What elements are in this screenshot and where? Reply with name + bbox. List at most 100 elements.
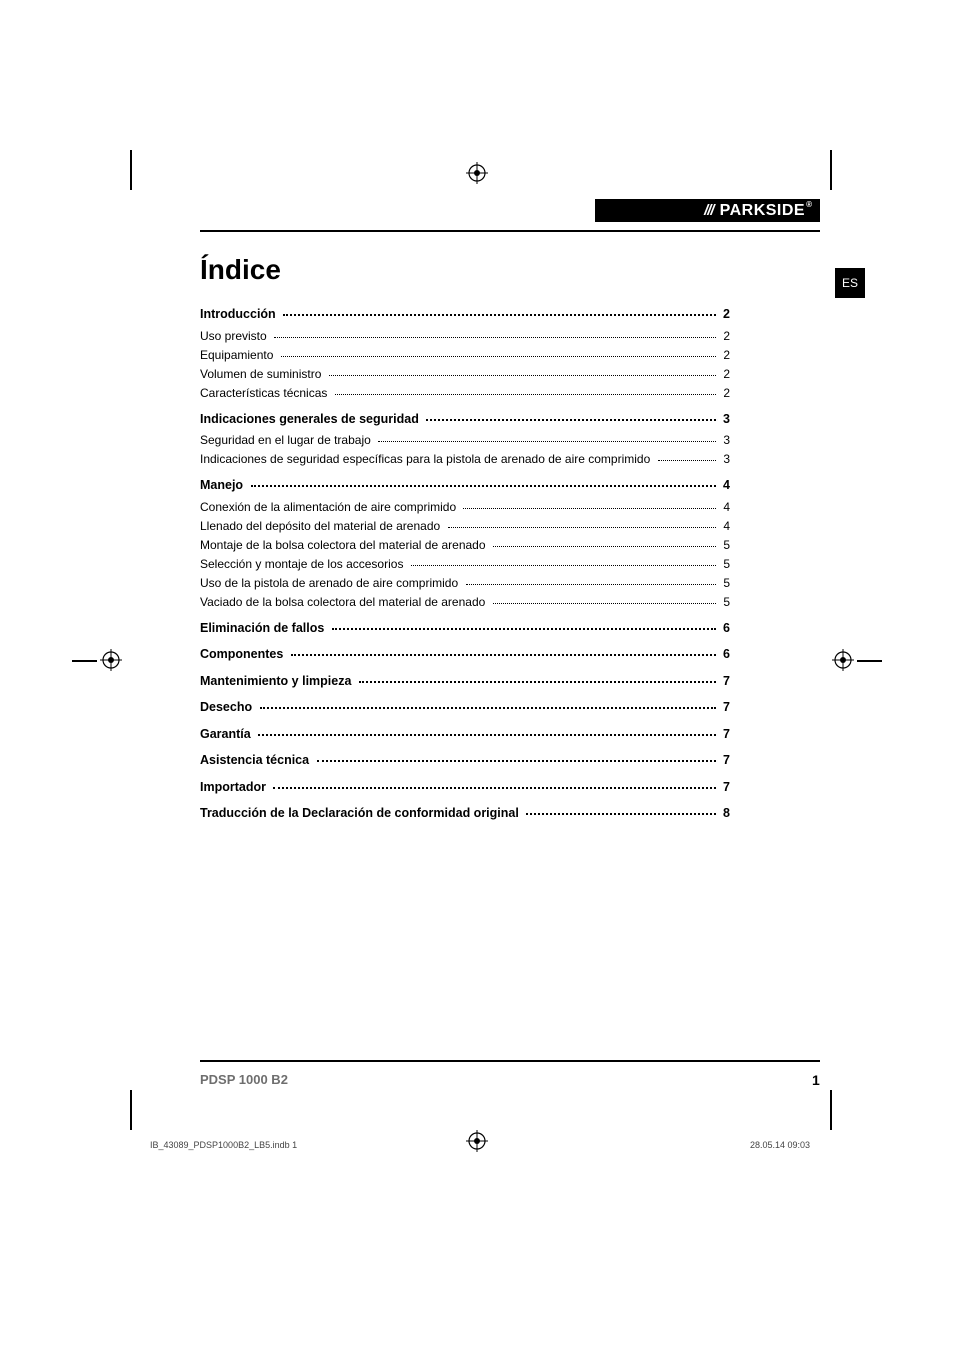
toc-leader <box>273 787 715 789</box>
toc-section-label: Manejo <box>200 479 243 492</box>
footer-page-number: 1 <box>812 1072 820 1088</box>
toc-section-head: Introducción 2 <box>200 308 730 321</box>
toc-section-head: Importador 7 <box>200 781 730 794</box>
toc-leader <box>426 419 715 421</box>
toc-item-label: Equipamiento <box>200 349 273 361</box>
toc-item-label: Selección y montaje de los accesorios <box>200 558 403 570</box>
toc-group: Traducción de la Declaración de conformi… <box>200 807 730 820</box>
toc-leader <box>378 441 716 442</box>
toc-section-head: Desecho 7 <box>200 701 730 714</box>
toc-leader <box>283 314 715 316</box>
toc-item-page: 4 <box>723 520 730 532</box>
toc-leader <box>463 508 715 509</box>
toc-group: Desecho 7 <box>200 701 730 714</box>
crop-mark <box>72 660 97 662</box>
imprint-filename: IB_43089_PDSP1000B2_LB5.indb 1 <box>150 1140 297 1150</box>
toc-item-label: Conexión de la alimentación de aire comp… <box>200 501 456 513</box>
toc-group: Indicaciones generales de seguridad 3 Seg… <box>200 413 730 466</box>
imprint-timestamp: 28.05.14 09:03 <box>750 1140 810 1150</box>
toc-group: Introducción 2Uso previsto 2Equipamiento… <box>200 308 730 399</box>
footer-model: PDSP 1000 B2 <box>200 1072 288 1087</box>
toc-section-head: Componentes 6 <box>200 648 730 661</box>
brand-slashes: /// <box>704 202 714 219</box>
toc-item-page: 2 <box>723 368 730 380</box>
toc-item-page: 5 <box>723 539 730 551</box>
toc-leader <box>493 603 716 604</box>
toc-section-head: Traducción de la Declaración de conformi… <box>200 807 730 820</box>
toc-item-page: 5 <box>723 558 730 570</box>
registration-mark-icon <box>466 162 488 184</box>
toc-section-page: 7 <box>723 675 730 688</box>
toc-section-label: Traducción de la Declaración de conformi… <box>200 807 519 820</box>
toc-section-page: 6 <box>723 648 730 661</box>
toc-leader <box>260 707 716 709</box>
registration-mark-icon <box>466 1130 488 1152</box>
toc-section-head: Garantía 7 <box>200 728 730 741</box>
toc-section-label: Componentes <box>200 648 283 661</box>
brand-logo: /// PARKSIDE ® <box>595 199 820 222</box>
toc-group: Manejo 4 Conexión de la alimentación de a… <box>200 479 730 608</box>
toc-section-page: 7 <box>723 728 730 741</box>
toc-section-head: Asistencia técnica 7 <box>200 754 730 767</box>
toc-item-label: Uso previsto <box>200 330 267 342</box>
toc-section-page: 2 <box>723 308 730 321</box>
toc-item: Selección y montaje de los accesorios 5 <box>200 558 730 570</box>
toc-item: Seguridad en el lugar de trabajo 3 <box>200 434 730 446</box>
toc-item: Volumen de suministro 2 <box>200 368 730 380</box>
toc-section-page: 6 <box>723 622 730 635</box>
toc-item-page: 4 <box>723 501 730 513</box>
toc-item-page: 2 <box>723 387 730 399</box>
crop-mark <box>130 1090 132 1130</box>
toc-leader <box>411 565 716 566</box>
toc-item-page: 2 <box>723 349 730 361</box>
toc-section-label: Importador <box>200 781 266 794</box>
toc-item-page: 5 <box>723 596 730 608</box>
toc-leader <box>251 485 716 487</box>
toc-leader <box>335 394 716 395</box>
language-tab: ES <box>835 268 865 298</box>
toc-item-label: Características técnicas <box>200 387 327 399</box>
toc-leader <box>658 460 716 461</box>
toc-section-label: Indicaciones generales de seguridad <box>200 413 419 426</box>
toc-item-label: Seguridad en el lugar de trabajo <box>200 434 371 446</box>
toc-section-page: 4 <box>723 479 730 492</box>
toc-item: Conexión de la alimentación de aire comp… <box>200 501 730 513</box>
toc-group: Importador 7 <box>200 781 730 794</box>
toc-item: Montaje de la bolsa colectora del materi… <box>200 539 730 551</box>
crop-mark <box>857 660 882 662</box>
registration-mark-icon <box>832 649 854 671</box>
toc-item-page: 3 <box>723 453 730 465</box>
toc-group: Componentes 6 <box>200 648 730 661</box>
toc-section-label: Desecho <box>200 701 252 714</box>
toc-leader <box>526 813 715 815</box>
toc-section-label: Garantía <box>200 728 251 741</box>
toc-group: Mantenimiento y limpieza 7 <box>200 675 730 688</box>
brand-registered: ® <box>806 200 812 209</box>
toc-item-label: Vaciado de la bolsa colectora del materi… <box>200 596 485 608</box>
toc-leader <box>466 584 716 585</box>
toc-item: Equipamiento 2 <box>200 349 730 361</box>
toc-section-label: Introducción <box>200 308 276 321</box>
toc-item-label: Uso de la pistola de arenado de aire com… <box>200 577 458 589</box>
toc-item-label: Indicaciones de seguridad específicas pa… <box>200 453 650 465</box>
toc-leader <box>448 527 716 528</box>
page: /// PARKSIDE ® ES Índice Introducción 2 U… <box>0 0 954 1350</box>
crop-mark <box>830 1090 832 1130</box>
table-of-contents: Introducción 2Uso previsto 2Equipamiento… <box>200 308 730 820</box>
toc-item-page: 5 <box>723 577 730 589</box>
footer-rule <box>200 1060 820 1062</box>
toc-section-head: Mantenimiento y limpieza 7 <box>200 675 730 688</box>
toc-leader <box>281 356 716 357</box>
toc-leader <box>258 734 715 736</box>
page-title: Índice <box>200 254 730 286</box>
toc-item: Vaciado de la bolsa colectora del materi… <box>200 596 730 608</box>
toc-item: Uso previsto 2 <box>200 330 730 342</box>
toc-section-page: 7 <box>723 781 730 794</box>
header-rule <box>200 230 820 232</box>
toc-leader <box>291 654 716 656</box>
toc-leader <box>359 681 716 683</box>
toc-section-page: 3 <box>723 413 730 426</box>
toc-item: Indicaciones de seguridad específicas pa… <box>200 453 730 465</box>
toc-section-head: Manejo 4 <box>200 479 730 492</box>
toc-item: Llenado del depósito del material de are… <box>200 520 730 532</box>
